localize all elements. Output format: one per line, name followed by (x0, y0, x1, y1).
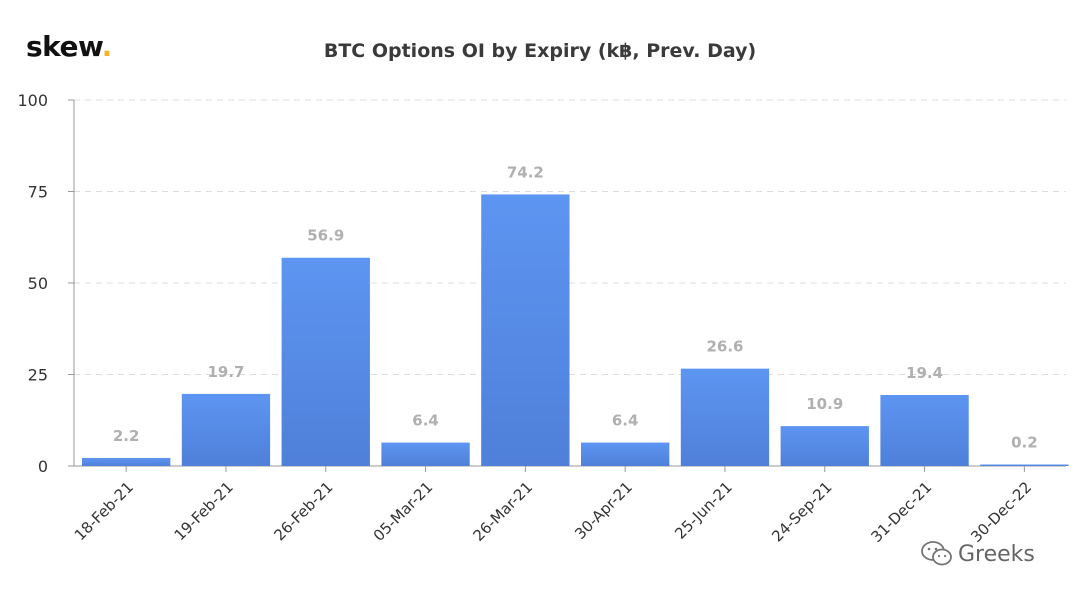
logo-text: skew (26, 30, 102, 63)
x-tick-label: 30-Apr-21 (571, 478, 636, 543)
data-label: 26.6 (706, 338, 743, 356)
data-label: 56.9 (307, 227, 344, 245)
y-tick-label: 75 (28, 183, 48, 202)
watermark: Greeks (920, 540, 1035, 568)
data-label: 6.4 (412, 412, 439, 430)
x-tick-label: 30-Dec-22 (967, 478, 1035, 546)
x-tick-label: 31-Dec-21 (867, 478, 935, 546)
data-label: 6.4 (612, 412, 639, 430)
y-tick-label: 50 (28, 274, 48, 293)
x-tick-labels: 18-Feb-21 19-Feb-21 26-Feb-21 05-Mar-21 26-M… (71, 478, 1035, 546)
x-tick-label: 25-Jun-21 (671, 478, 736, 543)
skew-logo: skew. (26, 30, 112, 63)
y-tick-label: 25 (28, 366, 48, 385)
bar-18-Feb-21 (82, 457, 171, 466)
data-labels: 2.2 19.7 56.9 6.4 74.2 6.4 26.6 10.9 19.4 0.2 (113, 163, 1038, 451)
logo-dot: . (101, 30, 113, 63)
y-tick-label: 0 (38, 457, 48, 476)
x-tick-label: 18-Feb-21 (71, 478, 137, 544)
data-label: 19.7 (207, 363, 244, 381)
x-tick-label: 05-Mar-21 (370, 478, 437, 545)
chart-title: BTC Options OI by Expiry (k฿, Prev. Day) (323, 40, 757, 62)
data-label: 19.4 (906, 364, 943, 382)
data-label: 74.2 (507, 163, 544, 181)
y-tick-label: 100 (17, 91, 48, 110)
x-tick-label: 24-Sep-21 (768, 478, 835, 545)
x-tick-label: 26-Mar-21 (469, 478, 536, 545)
bars (82, 194, 1069, 467)
bar-05-Mar-21 (381, 442, 470, 466)
bar-26-Mar-21 (481, 194, 570, 467)
bar-31-Dec-21 (880, 394, 969, 466)
data-label: 10.9 (806, 395, 843, 413)
bar-30-Dec-22 (980, 464, 1069, 466)
bar-24-Sep-21 (780, 426, 869, 466)
bar-26-Feb-21 (281, 257, 370, 466)
x-tick-label: 26-Feb-21 (270, 478, 336, 544)
bar-25-Jun-21 (680, 368, 770, 466)
y-tick-labels: 0 25 50 75 100 (17, 91, 48, 476)
bar-19-Feb-21 (181, 393, 271, 466)
data-label: 2.2 (113, 427, 140, 445)
wechat-icon (921, 541, 952, 566)
bar-30-Apr-21 (581, 442, 670, 466)
data-label: 0.2 (1011, 434, 1038, 452)
watermark-text: Greeks (958, 541, 1035, 567)
x-tick-label: 19-Feb-21 (171, 478, 237, 544)
grid-lines (74, 99, 1066, 375)
